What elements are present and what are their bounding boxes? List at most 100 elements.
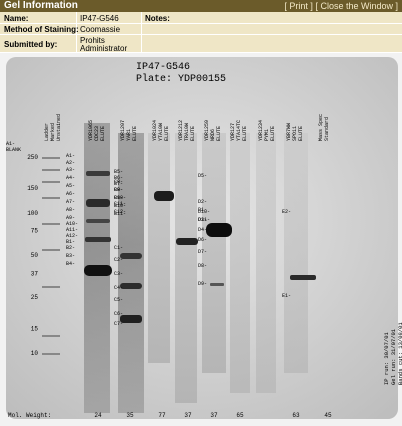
lane-header-text: YDR1207 (120, 120, 126, 141)
protein-bands (84, 171, 316, 323)
divider (76, 12, 77, 52)
band (154, 191, 174, 201)
band-label: D6- (198, 237, 207, 243)
ladder-band (42, 353, 60, 355)
lane-header-text: Standard (324, 117, 330, 141)
mw-marker-label: 250 (27, 154, 38, 161)
band (86, 219, 110, 223)
name-label: Name: (4, 14, 29, 23)
band-label: C8- (114, 179, 123, 185)
ladder-band (42, 335, 60, 337)
gel-footer-line: Bands cut: 13/08/01 (397, 322, 402, 385)
band (84, 265, 112, 276)
submitted-label: Submitted by: (4, 40, 58, 49)
close-window-link[interactable]: [ Close the Window ] (315, 1, 398, 11)
band-label: A6- (66, 191, 75, 197)
band-label: D8- (198, 263, 207, 269)
side-label-line2: BLANK (6, 147, 21, 153)
band (176, 238, 198, 245)
band-label: A9- (66, 215, 75, 221)
method-label: Method of Staining: (4, 25, 79, 34)
lane-header-text: ELUTE (100, 126, 106, 141)
band (206, 223, 232, 237)
lane-shade (148, 133, 170, 363)
band-label: A1- (66, 153, 75, 159)
band-label: C1- (114, 245, 123, 251)
lane-header-text: Unstained (56, 114, 62, 141)
gel-footer-line: IP run: 30/07/01 (383, 331, 390, 385)
lane-shade (202, 133, 226, 373)
gel-info-panel: Name: IP47-G546 Method of Staining: Coom… (0, 12, 402, 53)
lane-header-text: SPO11 (292, 126, 298, 141)
mw-marker-label: 10 (31, 350, 39, 357)
band-label: A8- (66, 207, 75, 213)
band (86, 199, 110, 207)
window-title: Gel Information (4, 0, 78, 11)
lane-shade (230, 133, 250, 393)
band-labels: A1-A2-A3-A4-A5-A6-A7-A8-A9-A10-A11-A12-B… (66, 153, 291, 327)
lane-header-text: ELUTE (190, 126, 196, 141)
band (120, 283, 142, 289)
lane-header-text: ELUTE (216, 126, 222, 141)
lane-mol-weight: 77 (158, 412, 166, 419)
lane-headers: Ladder Marked Unstained YDR1065 CDC23 ELUTE YD… (44, 114, 330, 141)
lane-header-text: Ladder (44, 123, 50, 141)
lane-mol-weight: 65 (236, 412, 244, 419)
band-label: D10- (198, 209, 210, 215)
band-label: A5- (66, 183, 75, 189)
method-value: Coomassie (80, 25, 121, 34)
band-label: B8- (114, 187, 123, 193)
ladder-band (42, 157, 60, 159)
lane-mol-weight: 37 (210, 412, 218, 419)
band-label: D5- (198, 173, 207, 179)
band-label: D2- (198, 199, 207, 205)
band-label: D9- (198, 281, 207, 287)
band (120, 253, 142, 259)
lane-header-text: ELUTE (270, 126, 276, 141)
lane-header-text: Mass Spec (318, 114, 324, 141)
band-label: B1- (66, 239, 75, 245)
band-label: B6- (114, 175, 123, 181)
band (120, 315, 142, 323)
mol-weights: 24 35 77 37 37 65 63 45 (94, 412, 332, 419)
marker-ladder (42, 157, 60, 355)
band-label: C10- (114, 195, 126, 201)
band-label: A10- (66, 221, 78, 227)
mw-marker-label: 50 (31, 252, 39, 259)
lane-mol-weight: 63 (292, 412, 300, 419)
gel-title-line2: Plate: YDP00155 (136, 73, 226, 85)
band-label: B5- (114, 169, 123, 175)
lane-shading (84, 123, 308, 413)
lane-shade (284, 133, 308, 373)
lane-header-text: YTA10W (158, 123, 164, 141)
mw-labels: 250 150 100 75 50 37 25 15 10 (27, 154, 38, 357)
lane-header-text: YDR1234 (258, 120, 264, 141)
band-label: C7- (114, 321, 123, 327)
name-value: IP47-G546 (80, 14, 119, 23)
submitted-value-line1: Prohits (80, 36, 105, 45)
band-label: D4- (198, 227, 207, 233)
band-label: C5- (114, 297, 123, 303)
gel-title-line1: IP47-G546 (136, 62, 190, 73)
gel-footer: IP run: 30/07/01 Gel run: 31/07/01 Bands c… (383, 322, 402, 385)
ladder-band (42, 181, 60, 183)
ladder-band (42, 197, 60, 199)
band-label: A12- (66, 233, 78, 239)
notes-label: Notes: (145, 14, 170, 23)
band (210, 283, 224, 286)
ladder-band (42, 223, 60, 225)
lane-shade (118, 133, 144, 413)
band-label: B4- (66, 261, 75, 267)
mw-marker-label: 150 (27, 185, 38, 192)
gel-image: IP47-G546 Plate: YDP00155 A1- BLANK 250 1… (0, 53, 402, 426)
print-link[interactable]: [ Print ] (284, 1, 313, 11)
lane-header-text: ELUTE (132, 126, 138, 141)
band-label: E1- (282, 293, 291, 299)
lane-header-text: YDR1212 (178, 120, 184, 141)
lane-header-text: YDR1024 (152, 120, 158, 141)
band-label: C12- (114, 209, 126, 215)
lane-header-text: PYM1 (264, 129, 270, 141)
band-label: A3- (66, 167, 75, 173)
band-label: B11- (114, 211, 126, 217)
lane-header-text: NRD6 (210, 129, 216, 141)
